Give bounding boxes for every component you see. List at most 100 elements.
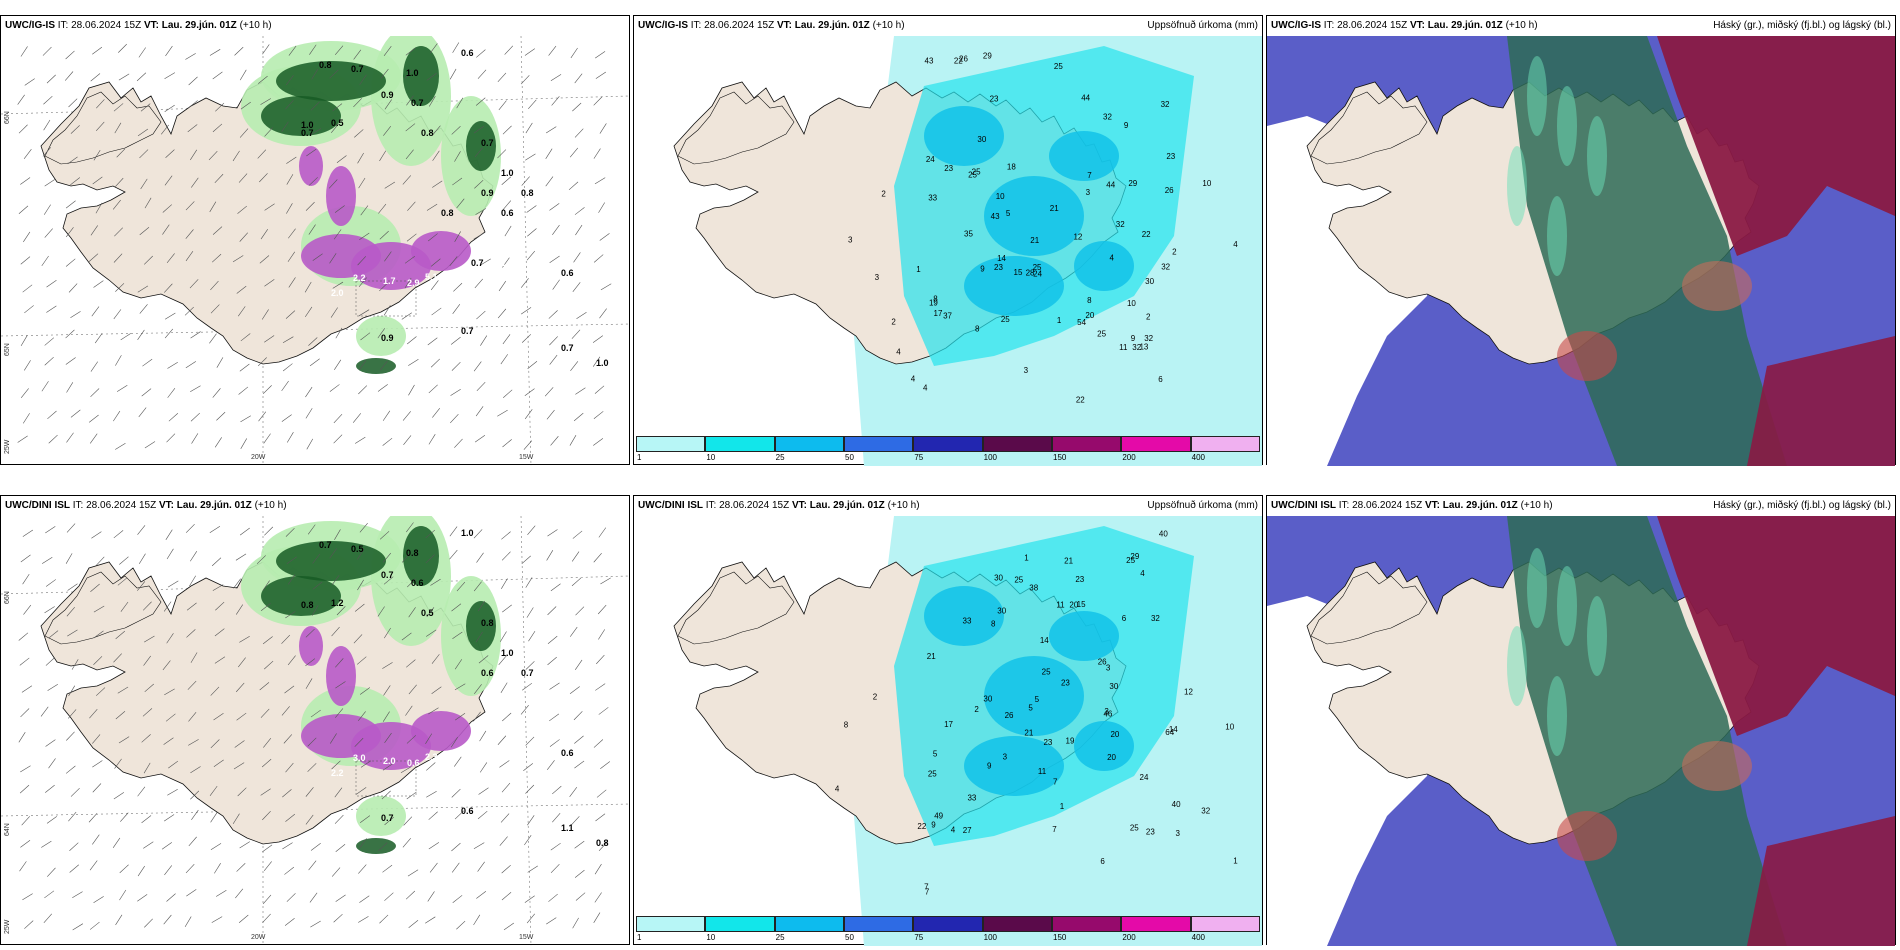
wind-barb (189, 575, 196, 587)
wind-barb (379, 150, 387, 162)
precip-value: 49 (934, 811, 943, 820)
value-label: 1.3 (463, 756, 476, 766)
wind-barb (310, 101, 320, 111)
wind-barb (45, 784, 55, 793)
precip-value: 30 (977, 135, 986, 144)
wind-barb (93, 630, 104, 639)
wind-barb (354, 129, 364, 138)
wind-barb (498, 100, 507, 111)
wind-barb (575, 606, 585, 616)
wind-barb (70, 787, 80, 797)
wind-barb (359, 74, 367, 85)
precip-value: 2 (873, 692, 878, 701)
wind-barb (305, 678, 313, 689)
wind-barb (520, 307, 532, 315)
wind-barb (90, 583, 100, 592)
wind-barb (334, 45, 344, 56)
wind-barb (188, 711, 197, 722)
wind-barb (167, 580, 179, 588)
wind-barb (427, 891, 435, 902)
precip-value: 14 (997, 254, 1006, 263)
wind-barb (92, 734, 101, 744)
valid-time: Lau. 29.jún. 01Z (161, 20, 237, 31)
wind-barb (190, 766, 201, 774)
panel-ig-precip: UWC/IG-IS IT: 28.06.2024 15Z VT: Lau. 29… (633, 15, 1263, 466)
wind-barb (475, 208, 487, 215)
wind-barb (67, 156, 78, 165)
wind-barb (239, 841, 250, 849)
wind-barb (333, 434, 343, 444)
wind-barb (428, 811, 438, 820)
precip-value: 12 (1073, 233, 1082, 242)
value-label: 0.6 (461, 806, 474, 816)
westfjords-land (44, 571, 162, 645)
precip-value: 9 (987, 761, 992, 770)
value-label: 5.1 (425, 272, 438, 282)
precip-value: 22 (917, 822, 926, 831)
lat-label: 66N (4, 591, 11, 604)
lat-label: 25W (4, 919, 11, 934)
wind-barb (354, 436, 366, 444)
precip-value: 2 (1172, 247, 1177, 256)
precip-colorbar: 1 10 25 50 75 100 150 200 400 (636, 916, 1260, 942)
wind-barb (360, 205, 369, 216)
vt-label: VT: (158, 500, 174, 511)
precip-area-heavy (276, 541, 386, 581)
wind-barb (432, 407, 441, 418)
wind-barb (215, 601, 225, 611)
wind-barb (454, 756, 462, 767)
precip-value: 30 (1145, 277, 1154, 286)
value-label: 0.9 (381, 333, 394, 343)
wind-barb (575, 387, 586, 395)
precip-area-heavy (964, 736, 1064, 796)
wind-barb (428, 842, 440, 850)
wind-barb (164, 865, 173, 876)
wind-barb (67, 629, 78, 637)
wind-barb (141, 734, 151, 743)
wind-barb (24, 78, 35, 86)
wind-barb (284, 866, 295, 875)
wind-barb (283, 734, 293, 744)
wind-barb (598, 707, 609, 715)
wind-barb (473, 842, 485, 850)
wind-barb (112, 199, 121, 210)
wind-barb (593, 438, 604, 446)
wind-barb (425, 554, 435, 564)
wind-barb (68, 685, 76, 697)
wind-barb (545, 126, 557, 134)
wind-barb (95, 556, 105, 566)
wind-barb (236, 863, 246, 872)
value-label: 0.7 (561, 343, 574, 353)
wind-barb (308, 337, 318, 346)
wind-barb (382, 662, 393, 669)
wind-barb (115, 442, 126, 450)
wind-barb (188, 739, 199, 746)
westfjords-land (677, 91, 795, 165)
wind-barb (90, 225, 98, 236)
wind-barb (474, 435, 486, 443)
colorbar-segment (636, 436, 706, 452)
precip-value: 25 (1126, 556, 1135, 565)
mixed-cloud-area (1682, 741, 1752, 791)
wind-barb (379, 531, 390, 540)
westfjords-land (1310, 91, 1428, 165)
precip-value: 25 (1042, 667, 1051, 676)
precip-value: 4 (951, 826, 956, 835)
wind-barb (163, 601, 172, 612)
lon-label: 15W (519, 934, 534, 941)
wind-barb (432, 125, 441, 136)
mid-cloud-area (1747, 336, 1895, 466)
wind-barb (164, 312, 176, 320)
wind-barb (214, 656, 226, 664)
wind-barb (89, 860, 98, 871)
wind-barb (428, 434, 436, 445)
wind-barb (501, 782, 511, 793)
precip-value: 4 (896, 347, 901, 356)
wind-barb (190, 149, 198, 161)
precip-value: 30 (994, 574, 1003, 583)
colorbar-tick: 400 (1191, 933, 1206, 942)
wind-barb (429, 862, 438, 873)
wind-barb (504, 45, 514, 55)
wind-barb (188, 100, 198, 109)
wind-barb (451, 603, 462, 612)
